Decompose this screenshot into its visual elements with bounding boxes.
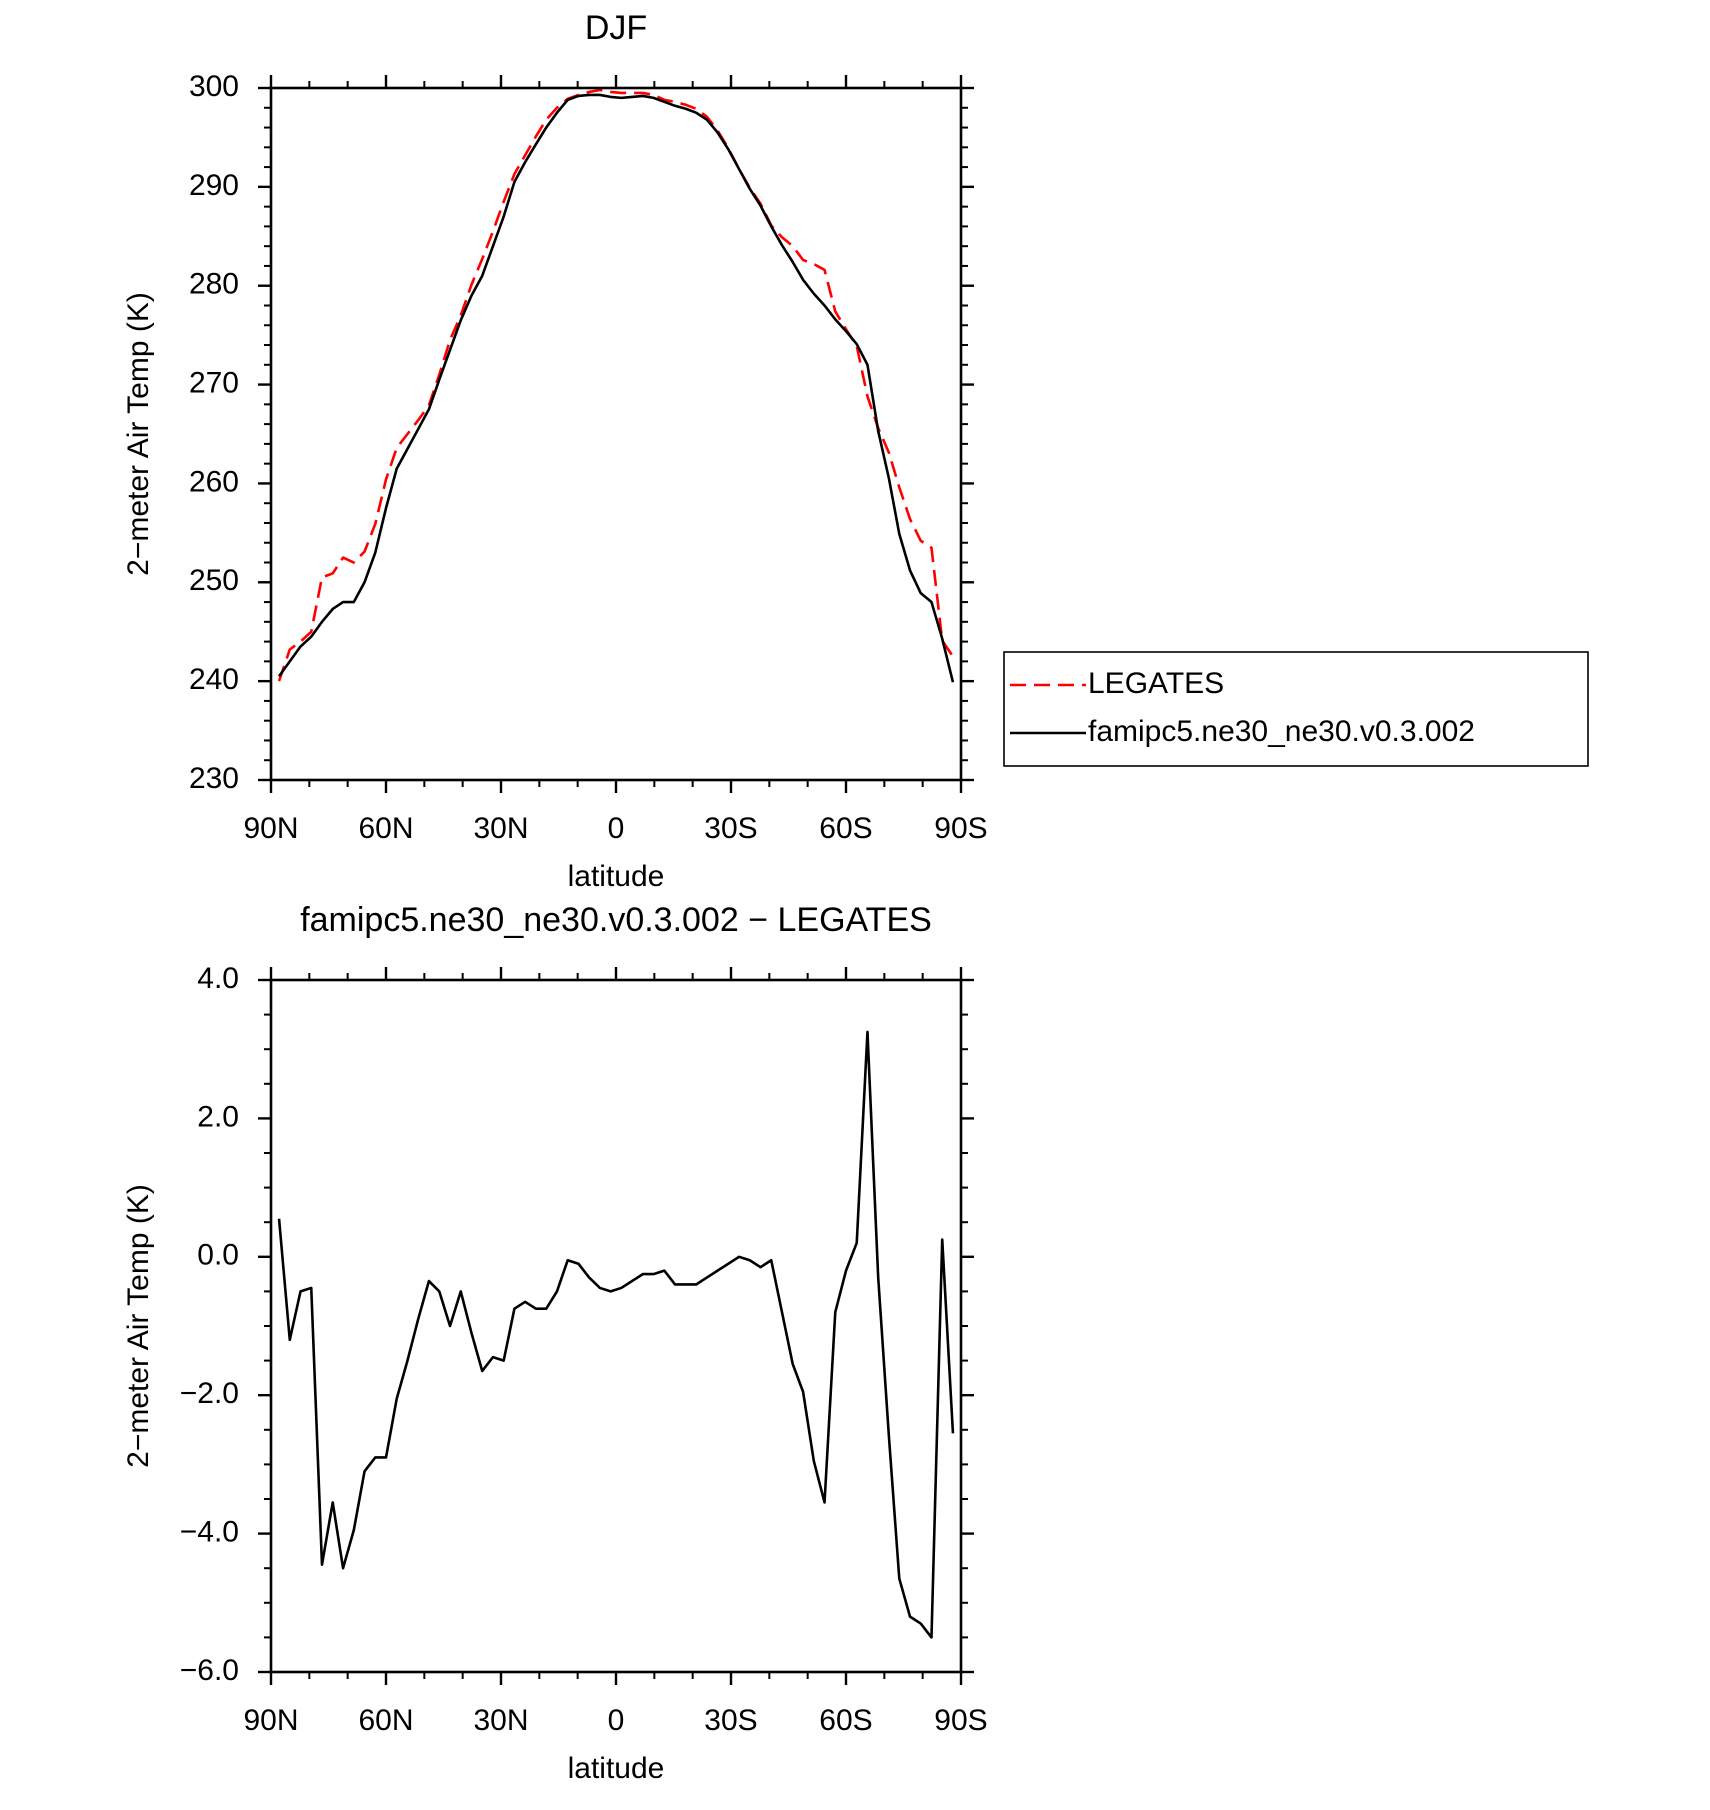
y-tick-label: 270 <box>189 366 239 399</box>
y-tick-label: 4.0 <box>197 962 239 995</box>
y-tick-label: −2.0 <box>180 1377 239 1410</box>
x-tick-label: 60S <box>819 1704 872 1737</box>
y-tick-label: 2.0 <box>197 1100 239 1133</box>
y-tick-label: 250 <box>189 564 239 597</box>
x-tick-label: 60N <box>358 812 413 845</box>
y-tick-label: 230 <box>189 762 239 795</box>
y-tick-label: 260 <box>189 465 239 498</box>
data-line <box>277 88 955 682</box>
legend-label: LEGATES <box>1088 667 1224 700</box>
chart-title: DJF <box>585 9 647 47</box>
data-line <box>277 1030 955 1639</box>
x-tick-label: 30N <box>473 1704 528 1737</box>
legend-label: famipc5.ne30_ne30.v0.3.002 <box>1088 715 1475 748</box>
plot-frame <box>269 978 963 1674</box>
plot-frame <box>269 86 963 782</box>
y-tick-label: 300 <box>189 70 239 103</box>
y-tick-label: 290 <box>189 169 239 202</box>
y-tick-label: 0.0 <box>197 1239 239 1272</box>
x-axis-label: latitude <box>568 860 665 893</box>
x-tick-label: 90S <box>934 1704 987 1737</box>
x-tick-label: 90N <box>243 812 298 845</box>
legend-box <box>1003 651 1589 767</box>
y-axis-label: 2−meter Air Temp (K) <box>122 292 155 576</box>
x-tick-label: 30S <box>704 1704 757 1737</box>
y-tick-label: −6.0 <box>180 1654 239 1687</box>
x-tick-label: 60N <box>358 1704 413 1737</box>
x-tick-label: 30S <box>704 812 757 845</box>
x-tick-label: 90S <box>934 812 987 845</box>
y-tick-label: −4.0 <box>180 1516 239 1549</box>
y-tick-label: 240 <box>189 663 239 696</box>
x-tick-label: 0 <box>608 812 625 845</box>
x-tick-label: 0 <box>608 1704 625 1737</box>
chart-title: famipc5.ne30_ne30.v0.3.002 − LEGATES <box>300 901 932 939</box>
data-line <box>277 93 955 683</box>
x-tick-label: 30N <box>473 812 528 845</box>
x-tick-label: 60S <box>819 812 872 845</box>
y-axis-label: 2−meter Air Temp (K) <box>122 1184 155 1468</box>
x-tick-label: 90N <box>243 1704 298 1737</box>
y-tick-label: 280 <box>189 268 239 301</box>
x-axis-label: latitude <box>568 1752 665 1785</box>
